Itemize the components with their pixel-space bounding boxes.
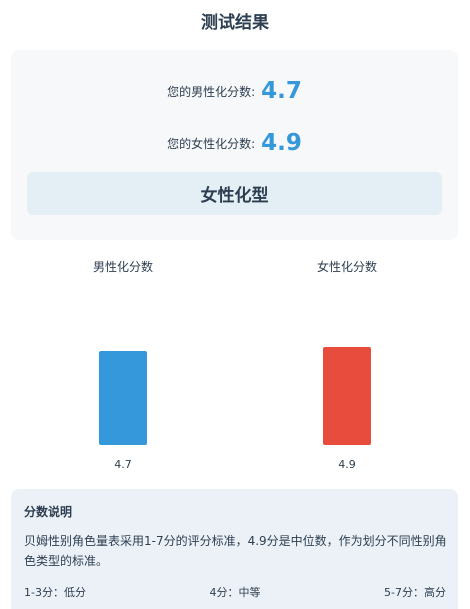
score-explanation-card: 分数说明 贝姆性别角色量表采用1-7分的评分标准，4.9分是中位数，作为划分不同… xyxy=(11,489,458,609)
score-summary-card: 您的男性化分数: 4.7 您的女性化分数: 4.9 女性化型 xyxy=(11,50,458,240)
page-title: 测试结果 xyxy=(201,13,269,33)
bar-1 xyxy=(323,347,371,445)
range-high: 5-7分：高分 xyxy=(384,586,446,599)
category-label-1: 女性化分数 xyxy=(317,259,377,274)
male-score-row: 您的男性化分数: 4.7 xyxy=(11,71,458,111)
score-bar-chart: 男性化分数 4.7 女性化分数 4.9 xyxy=(0,250,470,480)
male-score-label: 您的男性化分数: xyxy=(167,84,256,99)
bar-0 xyxy=(99,351,147,445)
explanation-text: 贝姆性别角色量表采用1-7分的评分标准，4.9分是中位数，作为划分不同性别角色类… xyxy=(24,534,447,568)
female-score-value: 4.9 xyxy=(261,130,302,156)
explanation-title: 分数说明 xyxy=(24,505,73,519)
female-score-label: 您的女性化分数: xyxy=(167,136,256,151)
range-medium: 4分：中等 xyxy=(209,586,261,599)
female-score-row: 您的女性化分数: 4.9 xyxy=(11,123,458,163)
value-label-1: 4.9 xyxy=(338,458,356,471)
category-label-0: 男性化分数 xyxy=(93,259,153,274)
male-score-value: 4.7 xyxy=(261,78,302,104)
chart-canvas: 男性化分数 4.7 女性化分数 4.9 xyxy=(93,259,377,471)
score-range-legend: 1-3分：低分 4分：中等 5-7分：高分 xyxy=(24,584,446,600)
value-label-0: 4.7 xyxy=(114,458,132,471)
gender-type-result: 女性化型 xyxy=(27,172,442,215)
range-low: 1-3分：低分 xyxy=(24,586,86,599)
